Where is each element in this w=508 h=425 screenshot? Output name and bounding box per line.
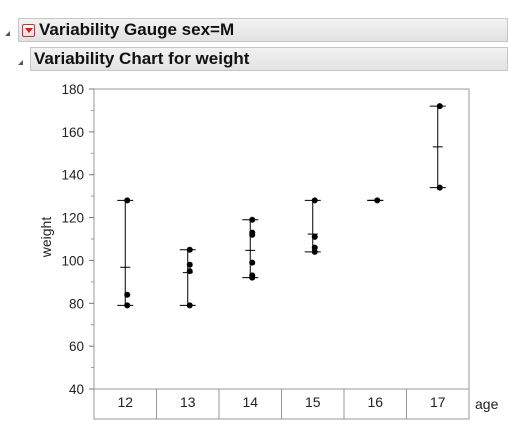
y-axis-label: weight (38, 217, 54, 259)
data-point (186, 261, 193, 268)
x-axis-label: age (475, 396, 499, 412)
data-point (186, 302, 193, 309)
data-point (124, 302, 131, 309)
y-tick-label: 180 (61, 82, 84, 97)
data-point (249, 274, 256, 281)
x-tick-label: 17 (430, 394, 446, 410)
y-tick-label: 60 (69, 339, 84, 354)
report-title: Variability Gauge sex=M (39, 20, 235, 39)
disclosure-icon[interactable] (18, 60, 23, 65)
data-point (124, 197, 131, 204)
y-tick-label: 120 (61, 211, 84, 226)
x-tick-label: 16 (367, 394, 383, 410)
plot-frame (93, 88, 470, 390)
data-point (249, 259, 256, 266)
outline-header-gauge[interactable]: Variability Gauge sex=M (18, 18, 508, 42)
data-point (436, 103, 443, 110)
y-tick-label: 80 (69, 296, 84, 311)
data-point (186, 246, 193, 253)
outline-header-chart[interactable]: Variability Chart for weight (30, 47, 508, 71)
y-tick-label: 40 (69, 382, 84, 397)
red-triangle-menu-icon[interactable] (22, 23, 35, 37)
x-tick-label: 15 (305, 394, 321, 410)
y-tick-label: 140 (61, 168, 84, 183)
data-point (374, 197, 381, 204)
data-point (436, 184, 443, 191)
x-tick-label: 13 (180, 394, 196, 410)
x-tick-label: 14 (242, 394, 258, 410)
data-point (311, 248, 318, 255)
data-point (311, 244, 318, 251)
data-point (249, 231, 256, 238)
x-tick-label: 12 (117, 394, 133, 410)
chart-section-title: Variability Chart for weight (34, 49, 250, 68)
data-point (124, 291, 131, 298)
data-point (311, 197, 318, 204)
dropdown-triangle-icon (24, 27, 33, 33)
disclosure-icon[interactable] (5, 31, 10, 36)
y-tick-label: 160 (61, 125, 84, 140)
data-point (186, 268, 193, 275)
y-tick-label: 100 (61, 253, 84, 268)
data-point (311, 233, 318, 240)
data-point (249, 216, 256, 223)
